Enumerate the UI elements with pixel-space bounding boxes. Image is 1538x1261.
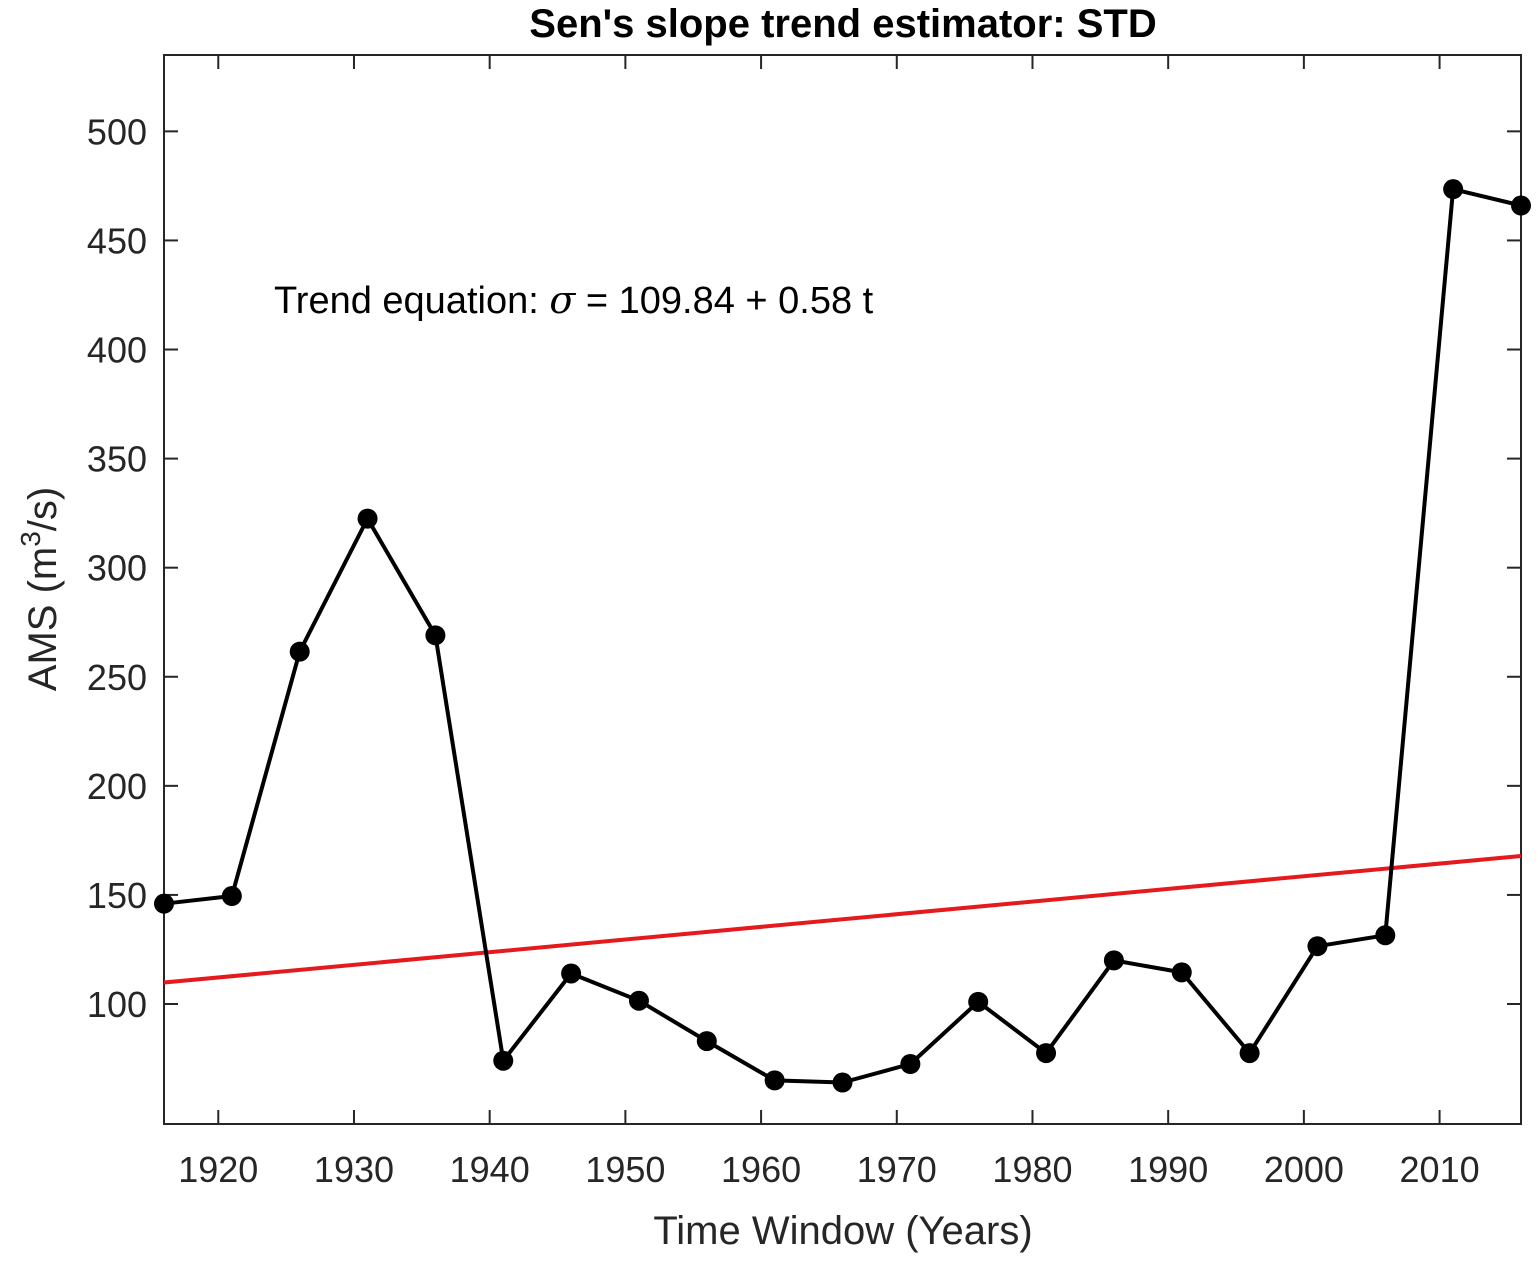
x-tick-label: 1950 [585,1149,665,1190]
x-axis-ticks: 1920 1930 1940 1950 1960 1970 1980 1990 2000 2010 [178,55,1480,1190]
y-tick-label: 450 [87,220,147,261]
data-point [764,1070,785,1091]
y-tick-label: 100 [87,984,147,1025]
data-point [1443,179,1464,200]
data-point [1171,962,1192,983]
x-tick-label: 1990 [1128,1149,1208,1190]
annotation-suffix: = 109.84 + 0.58 t [575,280,873,322]
data-point [1307,936,1328,957]
plot-area-frame [163,54,1522,1125]
y-tick-label: 300 [87,548,147,589]
y-axis-label-start: AMS (m [21,547,65,691]
y-tick-label: 150 [87,875,147,916]
y-tick-label: 350 [87,439,147,480]
x-axis-label: Time Window (Years) [653,1209,1032,1253]
trend-line [163,854,1522,985]
x-tick-label: 1920 [178,1149,258,1190]
data-point [900,1054,921,1075]
x-tick-label: 1940 [450,1149,530,1190]
annotation-prefix: Trend equation: [274,280,549,322]
data-point [1511,195,1531,216]
series-layer [154,179,1531,1093]
x-tick-label: 2010 [1400,1149,1480,1190]
x-tick-label: 1960 [721,1149,801,1190]
y-tick-label: 400 [87,330,147,371]
sigma-symbol: σ [549,278,576,322]
y-tick-label: 200 [87,766,147,807]
y-axis-label: AMS (m3/s) [15,487,65,691]
data-point [968,991,989,1012]
data-point [1036,1043,1057,1064]
x-tick-label: 1970 [857,1149,937,1190]
y-axis-label-end: /s) [21,487,65,531]
y-tick-label: 500 [87,111,147,152]
data-point [1239,1043,1260,1064]
data-point [154,893,174,914]
data-point [1103,950,1124,971]
x-tick-label: 1930 [314,1149,394,1190]
data-point [357,508,378,529]
trend-layer [163,854,1522,985]
trend-equation-annotation: Trend equation: σ = 109.84 + 0.58 t [274,278,874,322]
data-point [696,1031,717,1052]
data-point [425,625,446,646]
data-point [221,886,242,907]
data-point [832,1072,853,1093]
data-point [289,641,310,662]
x-tick-label: 2000 [1264,1149,1344,1190]
y-axis-ticks: 100 150 200 250 300 350 400 450 500 [87,111,1521,1025]
y-tick-label: 250 [87,657,147,698]
chart-title: Sen's slope trend estimator: STD [529,2,1156,46]
data-point [628,990,649,1011]
x-tick-label: 1980 [992,1149,1072,1190]
data-point [561,963,582,984]
y-axis-label-superscript: 3 [15,531,46,547]
data-point [493,1050,514,1071]
data-point [1375,925,1396,946]
